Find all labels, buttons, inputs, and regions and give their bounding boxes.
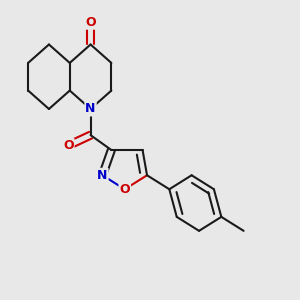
Text: O: O (63, 139, 74, 152)
Text: N: N (97, 169, 108, 182)
Text: N: N (85, 103, 96, 116)
Text: O: O (85, 16, 96, 29)
Text: O: O (119, 183, 130, 196)
